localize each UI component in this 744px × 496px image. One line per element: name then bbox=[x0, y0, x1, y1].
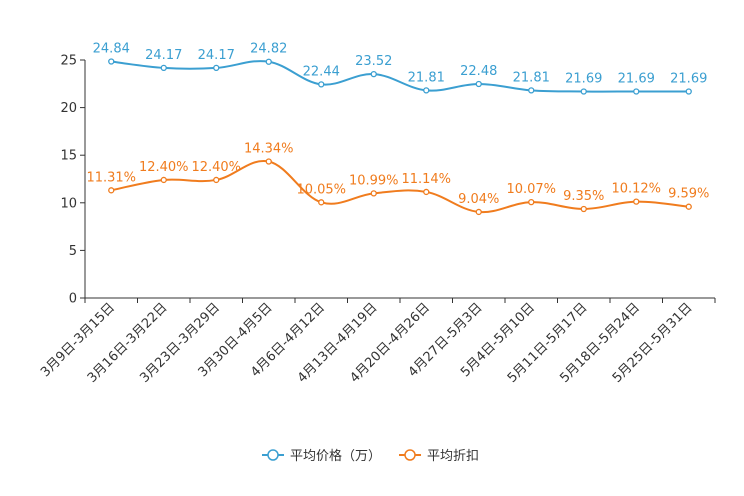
data-label: 9.35% bbox=[563, 189, 604, 204]
data-label: 14.34% bbox=[244, 141, 294, 156]
series-average-discount bbox=[108, 158, 692, 216]
data-point[interactable] bbox=[528, 198, 535, 206]
data-label: 10.99% bbox=[349, 173, 399, 188]
data-label: 12.40% bbox=[191, 160, 241, 175]
data-point[interactable] bbox=[685, 88, 692, 95]
data-label: 12.40% bbox=[139, 160, 189, 175]
chart-axes: 05101520253月9日-3月15日3月16日-3月22日3月23日-3月2… bbox=[38, 54, 716, 386]
data-label: 10.07% bbox=[506, 182, 556, 197]
data-label: 11.31% bbox=[86, 170, 136, 185]
data-point[interactable] bbox=[160, 64, 167, 72]
chart-legend[interactable]: 平均价格（万） 平均折扣 bbox=[262, 448, 479, 464]
data-point[interactable] bbox=[265, 58, 272, 65]
data-label: 21.81 bbox=[408, 70, 445, 85]
series-line bbox=[111, 159, 689, 214]
data-label: 22.44 bbox=[303, 64, 340, 79]
data-label: 21.69 bbox=[618, 72, 655, 87]
y-tick-label: 15 bbox=[60, 149, 77, 164]
y-tick-label: 25 bbox=[60, 54, 77, 69]
data-label: 21.81 bbox=[513, 70, 550, 85]
legend-marker-icon bbox=[267, 449, 279, 461]
data-point[interactable] bbox=[633, 88, 640, 95]
data-label: 11.14% bbox=[401, 172, 451, 187]
data-point[interactable] bbox=[318, 81, 325, 88]
data-point[interactable] bbox=[685, 203, 692, 210]
data-label: 21.69 bbox=[670, 72, 707, 87]
y-tick-label: 10 bbox=[60, 196, 77, 211]
data-point[interactable] bbox=[475, 208, 482, 216]
legend-label: 平均折扣 bbox=[427, 449, 479, 464]
data-point[interactable] bbox=[265, 158, 272, 165]
data-label: 24.17 bbox=[198, 48, 235, 63]
data-point[interactable] bbox=[580, 88, 587, 95]
data-label: 10.12% bbox=[611, 182, 661, 197]
data-label: 24.84 bbox=[93, 42, 130, 57]
data-label: 22.48 bbox=[460, 64, 497, 79]
data-label: 9.04% bbox=[458, 192, 499, 207]
data-point[interactable] bbox=[633, 198, 640, 205]
data-label: 23.52 bbox=[355, 54, 392, 69]
data-label: 9.59% bbox=[668, 187, 709, 202]
data-point[interactable] bbox=[213, 176, 220, 184]
data-point[interactable] bbox=[580, 205, 587, 213]
legend-item-average-discount[interactable]: 平均折扣 bbox=[399, 449, 479, 464]
legend-marker-icon bbox=[404, 449, 416, 461]
data-point[interactable] bbox=[370, 190, 377, 197]
data-point[interactable] bbox=[160, 176, 167, 184]
y-tick-label: 5 bbox=[69, 244, 77, 259]
data-point[interactable] bbox=[108, 187, 115, 194]
y-tick-label: 0 bbox=[69, 292, 77, 307]
data-point[interactable] bbox=[108, 58, 115, 65]
data-point[interactable] bbox=[423, 188, 430, 196]
data-point[interactable] bbox=[318, 199, 325, 206]
chart-data-labels: 24.84 24.17 24.17 24.82 22.44 23.52 21.81 22.48… bbox=[86, 42, 709, 207]
legend-item-average-price[interactable]: 平均价格（万） bbox=[262, 448, 381, 464]
legend-label: 平均价格（万） bbox=[290, 448, 381, 464]
data-label: 10.05% bbox=[296, 182, 346, 197]
data-point[interactable] bbox=[423, 87, 430, 94]
data-label: 24.82 bbox=[250, 42, 287, 57]
chart-series bbox=[108, 58, 692, 216]
data-point[interactable] bbox=[370, 70, 377, 78]
data-label: 21.69 bbox=[565, 72, 602, 87]
series-average-price bbox=[108, 58, 692, 95]
data-point[interactable] bbox=[528, 87, 535, 94]
data-point[interactable] bbox=[475, 80, 482, 88]
series-line bbox=[111, 60, 689, 93]
data-label: 24.17 bbox=[145, 48, 182, 63]
y-tick-label: 20 bbox=[60, 101, 77, 116]
data-point[interactable] bbox=[213, 64, 220, 72]
